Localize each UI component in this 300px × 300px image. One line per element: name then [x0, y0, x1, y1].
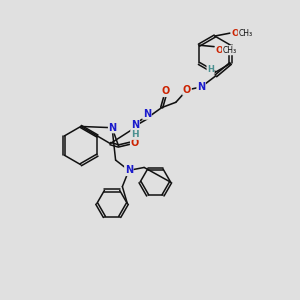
- Text: O: O: [215, 46, 223, 55]
- Text: N: N: [125, 165, 133, 176]
- Text: H: H: [131, 130, 139, 139]
- Text: CH₃: CH₃: [223, 46, 237, 55]
- Text: N: N: [197, 82, 205, 92]
- Text: H: H: [207, 65, 214, 74]
- Text: CH₃: CH₃: [238, 28, 253, 38]
- Text: N: N: [143, 109, 151, 119]
- Text: N: N: [109, 123, 117, 133]
- Text: O: O: [130, 138, 139, 148]
- Text: O: O: [183, 85, 191, 95]
- Text: N: N: [131, 120, 139, 130]
- Text: O: O: [161, 86, 169, 96]
- Text: O: O: [231, 28, 239, 38]
